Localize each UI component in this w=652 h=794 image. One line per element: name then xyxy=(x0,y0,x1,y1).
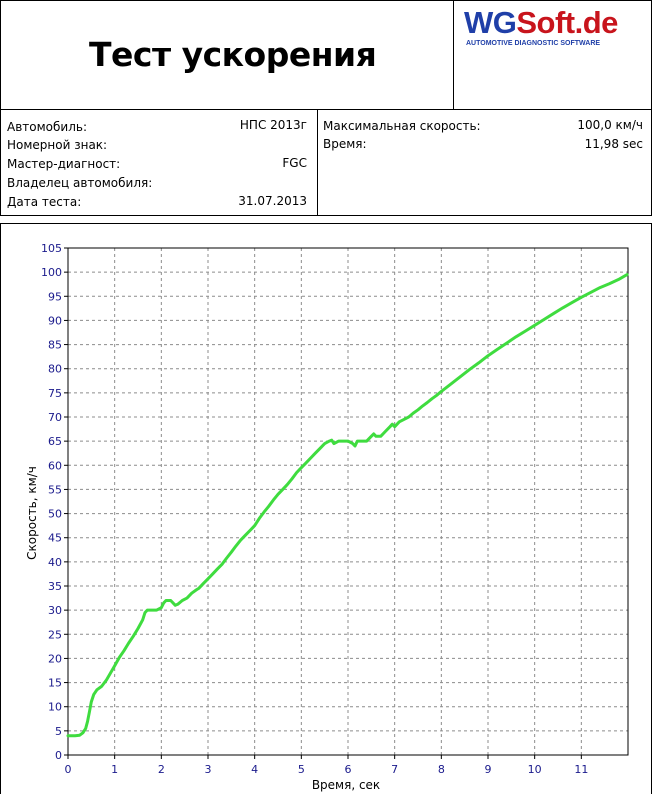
x-tick-label: 10 xyxy=(528,763,542,776)
x-tick-label: 5 xyxy=(298,763,305,776)
x-tick-label: 2 xyxy=(158,763,165,776)
y-tick-label: 65 xyxy=(48,435,62,448)
y-tick-label: 75 xyxy=(48,387,62,400)
y-tick-label: 60 xyxy=(48,459,62,472)
y-tick-label: 70 xyxy=(48,411,62,424)
info-label: Максимальная скорость: xyxy=(323,119,481,133)
logo-wordmark: WGSoft.de xyxy=(464,5,618,40)
logo-tagline: AUTOMOTIVE DIAGNOSTIC SOFTWARE xyxy=(466,40,601,47)
grid xyxy=(68,248,628,755)
y-tick-label: 40 xyxy=(48,556,62,569)
y-axis-ticks: 0 5 10 15 20 25 30 35 40 45 50 55 60 65 70 75 80 85 90 95 10… xyxy=(41,242,68,762)
info-label: Владелец автомобиля: xyxy=(7,176,153,190)
y-tick-label: 55 xyxy=(48,483,62,496)
y-tick-label: 45 xyxy=(48,532,62,545)
info-label: Время: xyxy=(323,137,367,151)
y-tick-label: 15 xyxy=(48,677,62,690)
x-tick-label: 4 xyxy=(251,763,258,776)
info-label: Автомобиль: xyxy=(7,120,87,134)
info-value: 31.07.2013 xyxy=(238,194,307,208)
x-tick-label: 0 xyxy=(65,763,72,776)
x-tick-label: 6 xyxy=(345,763,352,776)
x-axis-label: Время, сек xyxy=(312,778,380,792)
x-tick-label: 9 xyxy=(485,763,492,776)
y-tick-label: 20 xyxy=(48,652,62,665)
y-tick-label: 25 xyxy=(48,628,62,641)
report-header: Тест ускорения WGSoft.de AUTOMOTIVE DIAG… xyxy=(0,0,652,110)
y-tick-label: 35 xyxy=(48,580,62,593)
page-title: Тест ускорения xyxy=(89,35,377,74)
info-panel: Автомобиль: НПС 2013г Номерной знак: Мас… xyxy=(0,109,652,216)
info-label: Дата теста: xyxy=(7,195,82,209)
info-divider xyxy=(317,110,318,215)
info-value: 11,98 sec xyxy=(584,137,643,151)
y-tick-label: 50 xyxy=(48,508,62,521)
info-value: FGC xyxy=(282,156,307,170)
info-label: Мастер-диагност: xyxy=(7,157,121,171)
x-tick-label: 8 xyxy=(438,763,445,776)
y-tick-label: 100 xyxy=(41,266,62,279)
y-tick-label: 10 xyxy=(48,701,62,714)
y-tick-label: 85 xyxy=(48,339,62,352)
y-tick-label: 105 xyxy=(41,242,62,255)
logo: WGSoft.de AUTOMOTIVE DIAGNOSTIC SOFTWARE xyxy=(453,1,652,109)
y-tick-label: 90 xyxy=(48,314,62,327)
y-tick-label: 0 xyxy=(55,749,62,762)
y-tick-label: 80 xyxy=(48,363,62,376)
x-tick-label: 1 xyxy=(111,763,118,776)
y-tick-label: 30 xyxy=(48,604,62,617)
y-tick-label: 5 xyxy=(55,725,62,738)
x-tick-label: 11 xyxy=(574,763,588,776)
info-value: НПС 2013г xyxy=(239,118,307,132)
x-axis-ticks: 0 1 2 3 4 5 6 7 8 9 10 11 xyxy=(65,755,588,776)
y-tick-label: 95 xyxy=(48,290,62,303)
y-axis-label: Скорость, км/ч xyxy=(25,466,39,560)
acceleration-chart: 0510152025303540455055606570758085909510… xyxy=(25,242,629,792)
info-label: Номерной знак: xyxy=(7,138,108,152)
x-tick-label: 7 xyxy=(391,763,398,776)
info-value: 100,0 км/ч xyxy=(577,118,643,132)
speed-series-line xyxy=(66,273,629,738)
x-tick-label: 3 xyxy=(205,763,212,776)
